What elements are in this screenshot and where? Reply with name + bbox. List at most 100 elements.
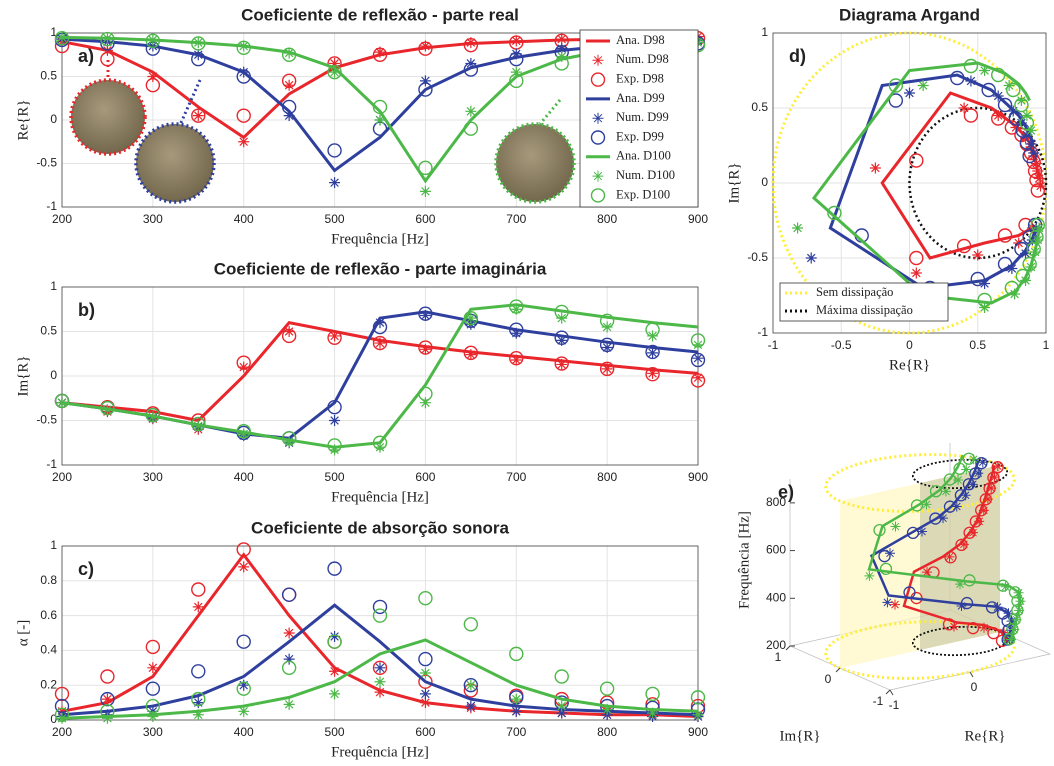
circle-marker <box>100 704 115 719</box>
circle-marker <box>981 82 996 98</box>
asterisk-marker <box>510 303 522 315</box>
circle-marker <box>991 67 1006 83</box>
circle-marker <box>236 423 251 439</box>
asterisk-marker <box>1029 246 1041 258</box>
circle-marker <box>1030 217 1046 233</box>
axes-box <box>61 545 699 721</box>
legend-label: Num. D100 <box>616 168 675 182</box>
asterisk-marker <box>967 479 978 490</box>
circle-marker <box>929 512 942 525</box>
circle-marker <box>954 489 968 502</box>
asterisk-marker <box>882 597 893 608</box>
asterisk-marker <box>238 361 250 373</box>
circle-marker <box>327 634 342 649</box>
asterisk-marker <box>101 32 113 44</box>
asterisk-marker <box>283 326 295 337</box>
circle-marker <box>463 121 479 136</box>
circle-marker <box>943 473 956 486</box>
asterisk-marker <box>329 66 341 78</box>
asterisk-marker <box>510 327 522 339</box>
circle-marker <box>463 62 479 77</box>
legend-swatch <box>590 188 606 203</box>
asterisk-marker <box>192 420 204 432</box>
asterisk-marker <box>692 709 704 721</box>
circle-marker <box>54 31 70 46</box>
circle-marker <box>977 292 992 308</box>
asterisk-marker <box>238 428 250 440</box>
circle-marker <box>281 328 297 344</box>
y-tick-label: 1 <box>50 538 57 552</box>
cylinder <box>840 465 1000 668</box>
circle-marker <box>975 457 988 470</box>
legend-box <box>779 282 949 322</box>
asterisk-marker <box>329 57 341 69</box>
circle-marker <box>191 691 206 707</box>
legend-label: Ana. D100 <box>616 149 671 163</box>
circle-marker <box>969 467 982 480</box>
asterisk-marker <box>238 705 250 717</box>
y-axis-label: Im{R} <box>15 355 31 396</box>
circle-marker <box>943 500 957 513</box>
asterisk-marker <box>968 527 978 538</box>
panel-label: a) <box>78 46 94 66</box>
asterisk-marker <box>192 697 204 709</box>
x-tick-label: 200 <box>52 725 72 739</box>
z-tick-label: 400 <box>766 590 786 604</box>
circle-marker <box>372 660 388 675</box>
asterisk-marker <box>147 711 159 723</box>
circle-marker <box>888 78 904 93</box>
circle-marker <box>100 400 115 416</box>
asterisk-marker <box>329 688 341 700</box>
asterisk-marker <box>864 570 875 581</box>
asterisk-marker <box>972 249 984 261</box>
chart-title: Coeficiente de reflexão - parte real <box>241 5 519 24</box>
asterisk-marker <box>692 372 704 384</box>
legend-swatch <box>592 54 604 66</box>
asterisk-marker <box>556 707 568 719</box>
circle-marker <box>906 526 920 540</box>
asterisk-marker <box>283 47 295 59</box>
asterisk-marker <box>374 686 386 698</box>
x-tick-label: 700 <box>506 470 526 484</box>
circle-marker <box>54 698 70 714</box>
asterisk-marker <box>374 676 386 688</box>
asterisk-marker <box>101 693 113 705</box>
y-tick-label: 0 <box>761 175 768 189</box>
circle-marker <box>1014 241 1029 257</box>
legend-label: Num. D99 <box>616 110 669 124</box>
y-tick-label: 0.8 <box>40 573 57 587</box>
circle-marker <box>909 250 924 266</box>
asterisk-marker <box>556 43 568 55</box>
asterisk-marker <box>374 114 386 126</box>
circle-marker <box>281 587 297 602</box>
circle-marker <box>418 160 433 176</box>
asterisk-marker <box>238 66 250 78</box>
asterisk-marker <box>465 312 477 324</box>
asterisk-marker <box>973 468 984 479</box>
x-tick-label: 900 <box>688 470 708 484</box>
x-tick-label: 300 <box>143 470 163 484</box>
asterisk-marker <box>101 404 113 416</box>
circle-marker <box>997 256 1013 272</box>
circle-marker <box>1011 594 1024 608</box>
asterisk-marker <box>419 688 431 700</box>
legend-swatch <box>592 112 604 124</box>
x-tick <box>889 689 894 696</box>
asterisk-marker <box>647 347 659 359</box>
circle-marker <box>54 393 70 409</box>
z-tick-label: 200 <box>766 638 786 652</box>
circle-marker <box>997 228 1013 243</box>
panel-label: c) <box>78 559 94 579</box>
asterisk-marker <box>917 80 929 91</box>
circle-marker <box>962 452 975 465</box>
asterisk-marker <box>147 662 159 674</box>
asterisk-marker <box>465 349 477 361</box>
asterisk-marker <box>465 700 477 712</box>
legend: Ana. D98 Num. D98 Exp. D98 Ana. D99 Num. D99… <box>579 29 699 208</box>
asterisk-marker <box>960 490 971 501</box>
asterisk-marker <box>238 40 250 52</box>
legend: Sem dissipação Máxima dissipação <box>779 282 949 322</box>
asterisk-marker <box>374 441 386 453</box>
asterisk-marker <box>510 48 522 60</box>
y-axis-label: Im{R} <box>779 728 820 744</box>
